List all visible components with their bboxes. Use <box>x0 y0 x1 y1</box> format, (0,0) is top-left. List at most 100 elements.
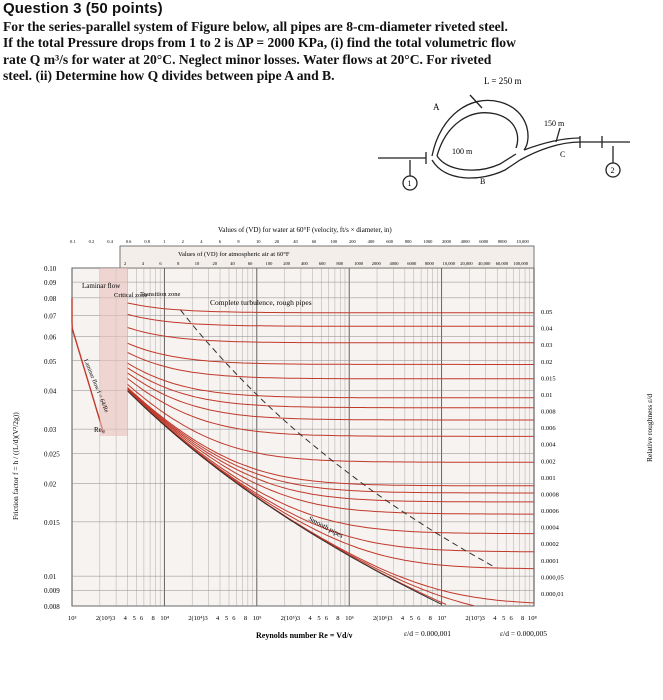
roughness-curve <box>127 383 534 463</box>
top-tick-label-2: 8000 <box>425 261 435 266</box>
top-tick-label: 800 <box>405 239 413 244</box>
top-tick-label: 2000 <box>442 239 452 244</box>
top-tick-label: 10 <box>256 239 261 244</box>
top-tick-label-2: 100 <box>266 261 274 266</box>
top-tick-label-2: 8 <box>177 261 180 266</box>
top-tick-label: 0.4 <box>107 239 113 244</box>
top-tick-label-2: 20,000 <box>460 261 473 267</box>
x-tick-label: 6 <box>140 615 144 622</box>
x-tick-label: 3 <box>389 615 392 622</box>
y-tick-label: 0.015 <box>44 519 60 527</box>
y-tick-label: 0.05 <box>44 358 57 366</box>
x-tick-label: 8 <box>244 615 247 622</box>
right-tick-label: 0.000,01 <box>541 591 564 598</box>
right-axis-label: Relative roughness ε/d <box>645 394 654 462</box>
y-tick-label: 0.03 <box>44 426 57 434</box>
top-tick-label: 600 <box>386 239 394 244</box>
zone-laminar-label: Laminar flow <box>82 282 121 290</box>
pipe-length-c: 150 m <box>544 119 565 128</box>
x-axis-label: Reynolds number Re = Vd/ν <box>256 631 353 640</box>
y-tick-label: 0.01 <box>44 573 57 581</box>
roughness-curve <box>127 389 534 515</box>
pipe-label-b: B <box>480 177 485 186</box>
top-tick-label: 6000 <box>479 239 489 244</box>
critical-zone-shade <box>99 268 128 436</box>
re-critical-label: Reₑᵣ <box>94 426 106 434</box>
moody-top-title: Values of (VD) for water at 60°F (veloci… <box>218 226 392 234</box>
roughness-curve <box>127 327 534 344</box>
top-tick-label-2: 10,000 <box>443 261 456 267</box>
x-tick-label: 6 <box>325 615 329 622</box>
x-tick-label: 2(10³) <box>96 615 112 622</box>
node-2: 2 <box>611 166 615 175</box>
top-tick-label-2: 10 <box>195 261 200 266</box>
y-tick-label: 0.008 <box>44 603 60 611</box>
moody-grid <box>71 267 534 607</box>
top-tick-label: 10,000 <box>516 239 529 245</box>
top-tick-label-2: 100,000 <box>513 261 528 267</box>
roughness-curve <box>127 387 534 494</box>
moody-top-title-2: Values of (VD) for atmospheric air at 60… <box>178 251 290 258</box>
x-tick-label: 10⁷ <box>438 615 447 622</box>
right-tick-label: 0.03 <box>541 342 552 349</box>
x-tick-label: 8 <box>151 615 154 622</box>
roughness-curve <box>127 387 534 487</box>
x-tick-label: 2(10⁵) <box>281 615 297 622</box>
top-tick-label: 4 <box>200 239 203 244</box>
right-tick-label: 0.0006 <box>541 508 560 515</box>
eps-label-2: ε/d = 0.000,005 <box>500 629 547 638</box>
right-tick-label: 0.0002 <box>541 541 559 548</box>
pipe-system-diagram <box>378 94 630 191</box>
x-tick-label: 4 <box>124 615 128 622</box>
y-tick-label: 0.10 <box>44 265 57 273</box>
right-tick-label: 0.04 <box>541 326 553 333</box>
roughness-curve <box>127 362 534 399</box>
y-tick-label: 0.02 <box>44 480 57 488</box>
question-line-4: steel. (ii) Determine how Q divides betw… <box>3 68 335 83</box>
pipe-label-a: A <box>433 102 440 112</box>
roughness-curve <box>127 302 534 314</box>
top-tick-label: 0.6 <box>126 239 132 244</box>
top-tick-label-2: 4 <box>142 261 145 266</box>
moody-plot-area <box>71 267 535 607</box>
eps-label-1: ε/d = 0.000,001 <box>404 629 451 638</box>
x-tick-label: 2(10⁶) <box>373 615 389 622</box>
x-tick-label: 5 <box>317 615 320 622</box>
top-tick-label: 6 <box>219 239 222 244</box>
right-tick-label: 0.0004 <box>541 525 560 532</box>
x-tick-label: 6 <box>232 615 236 622</box>
top-tick-label-2: 20 <box>213 261 218 266</box>
right-tick-label: 0.008 <box>541 409 556 416</box>
roughness-curve <box>127 388 534 503</box>
x-tick-label: 4 <box>216 615 220 622</box>
top-tick-label: 1000 <box>423 239 433 244</box>
right-tick-label: 0.002 <box>541 458 556 465</box>
x-tick-label: 4 <box>493 615 497 622</box>
y-tick-label: 0.07 <box>44 313 57 321</box>
x-tick-label: 2(10⁷) <box>465 615 481 622</box>
roughness-curve <box>127 352 534 380</box>
right-tick-label: 0.0001 <box>541 558 559 565</box>
roughness-curve <box>127 367 534 409</box>
top-tick-label-2: 4000 <box>390 261 400 266</box>
roughness-curve <box>127 313 534 327</box>
top-tick-label: 0.8 <box>144 239 150 244</box>
roughness-curve <box>127 342 534 365</box>
right-tick-label: 0.000,05 <box>541 574 564 581</box>
top-tick-label: 0.2 <box>89 239 95 244</box>
top-tick-label: 8000 <box>498 239 508 244</box>
top-tick-label-2: 6000 <box>407 261 417 266</box>
roughness-curve <box>127 372 534 421</box>
x-tick-label: 8 <box>336 615 339 622</box>
right-tick-label: 0.05 <box>541 309 552 316</box>
top-tick-label-2: 200 <box>283 261 291 266</box>
moody-curves <box>71 268 535 607</box>
moody-labels: 0.100.090.080.070.060.050.040.030.0250.0… <box>44 239 564 622</box>
pipe-label-c: C <box>560 150 565 159</box>
x-tick-label: 4 <box>401 615 405 622</box>
right-tick-label: 0.015 <box>541 375 556 382</box>
x-tick-label: 10⁶ <box>345 615 354 622</box>
top-tick-label: 20 <box>275 239 280 244</box>
zone-transition-label: Transition zone <box>140 291 180 298</box>
